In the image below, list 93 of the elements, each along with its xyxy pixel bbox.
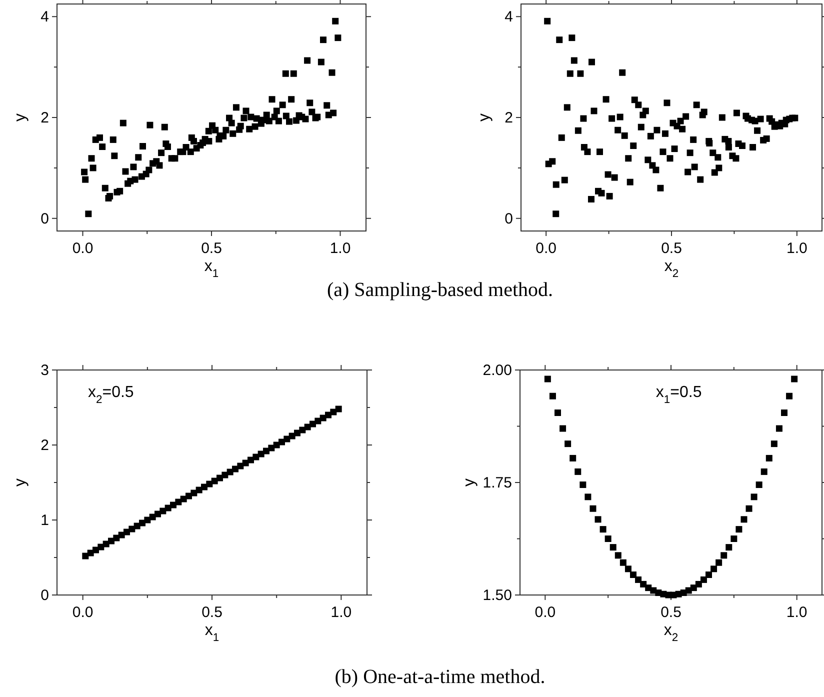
point bbox=[786, 392, 793, 400]
point bbox=[299, 426, 306, 434]
point bbox=[614, 552, 622, 559]
y-tick-label: 4 bbox=[40, 8, 49, 26]
point bbox=[610, 544, 616, 551]
y-tick-label: 2 bbox=[40, 110, 49, 126]
point bbox=[206, 480, 213, 488]
point bbox=[620, 559, 626, 566]
point bbox=[580, 482, 586, 488]
point bbox=[584, 494, 592, 500]
point bbox=[574, 468, 582, 475]
y-axis-title: y bbox=[12, 478, 29, 486]
x-axis-title: x$_{2}$ bbox=[664, 622, 678, 644]
x-axis-title: x$_{1}$ bbox=[204, 622, 220, 644]
x-tick-label: 0.0 bbox=[536, 240, 557, 257]
point bbox=[284, 436, 290, 442]
x-tick-label: 0.0 bbox=[72, 604, 94, 621]
point bbox=[544, 376, 551, 382]
x-axis-title: x$_{1}$ bbox=[204, 258, 219, 280]
point bbox=[770, 440, 778, 448]
point bbox=[160, 508, 166, 514]
y-tick-label: 3 bbox=[40, 362, 49, 379]
y-tick-label: 2.00 bbox=[482, 362, 512, 379]
x-axis-title: x$_{2}$ bbox=[664, 258, 679, 280]
x-tick-label: 0.5 bbox=[201, 240, 222, 257]
point bbox=[706, 572, 712, 578]
y-axis-title: y bbox=[461, 478, 478, 486]
y-tick-label: 4 bbox=[504, 8, 513, 26]
x-tick-label: 1.0 bbox=[330, 240, 351, 257]
point bbox=[720, 552, 728, 559]
point bbox=[268, 444, 275, 452]
point bbox=[700, 576, 707, 583]
point bbox=[549, 392, 556, 400]
point bbox=[335, 406, 342, 412]
point bbox=[710, 566, 718, 572]
point bbox=[604, 536, 612, 542]
point bbox=[82, 552, 89, 560]
text: (b) One-at-a-time method. bbox=[334, 666, 546, 688]
point bbox=[756, 482, 762, 488]
point bbox=[791, 376, 798, 382]
x-tick-label: 0.0 bbox=[534, 604, 556, 621]
point bbox=[175, 498, 182, 506]
y-tick-label: 1 bbox=[40, 512, 49, 529]
point bbox=[560, 425, 566, 432]
point bbox=[726, 544, 732, 551]
point bbox=[766, 454, 772, 462]
point bbox=[594, 516, 602, 523]
point bbox=[624, 566, 632, 572]
point bbox=[570, 454, 576, 462]
x-tick-label: 0.5 bbox=[202, 604, 222, 621]
point bbox=[222, 472, 228, 478]
x-tick-label: 1.0 bbox=[786, 604, 808, 621]
annotation: x$_{1}$=0.5 bbox=[656, 384, 702, 406]
point bbox=[190, 490, 198, 496]
annotation: x$_{2}$=0.5 bbox=[88, 384, 134, 406]
x-tick-label: 1.0 bbox=[786, 240, 808, 257]
point bbox=[600, 526, 606, 533]
point bbox=[776, 425, 782, 432]
point bbox=[740, 516, 748, 523]
y-tick-label: 2 bbox=[40, 437, 49, 454]
x-tick-label: 0.5 bbox=[661, 240, 682, 257]
point bbox=[760, 468, 768, 475]
y-axis-title: y bbox=[476, 114, 493, 122]
point bbox=[330, 408, 337, 416]
point bbox=[98, 544, 104, 550]
point bbox=[144, 516, 151, 524]
point bbox=[635, 576, 642, 583]
x-tick-label: 1.0 bbox=[330, 604, 352, 621]
y-tick-label: 1.75 bbox=[482, 474, 512, 492]
point bbox=[695, 580, 702, 588]
point bbox=[750, 494, 758, 500]
point bbox=[736, 526, 742, 533]
point bbox=[746, 505, 752, 512]
point bbox=[781, 410, 788, 416]
point bbox=[237, 462, 244, 470]
text: (a) Sampling-based method. bbox=[326, 279, 554, 301]
y-tick-label: 0 bbox=[504, 210, 513, 228]
point bbox=[128, 526, 136, 532]
x-tick-label: 0.5 bbox=[660, 604, 682, 621]
point bbox=[314, 418, 322, 424]
y-tick-label: 2 bbox=[504, 110, 513, 126]
y-tick-label: 1.50 bbox=[482, 587, 512, 604]
point bbox=[630, 572, 636, 578]
y-axis-title: y bbox=[12, 114, 29, 122]
y-tick-label: 0 bbox=[40, 210, 49, 228]
point bbox=[730, 536, 738, 542]
point bbox=[113, 534, 120, 542]
point bbox=[564, 440, 572, 448]
x-tick-label: 0.0 bbox=[72, 240, 94, 257]
point bbox=[554, 410, 561, 416]
y-tick-label: 0 bbox=[40, 587, 49, 604]
point bbox=[716, 559, 722, 566]
point bbox=[590, 505, 596, 512]
